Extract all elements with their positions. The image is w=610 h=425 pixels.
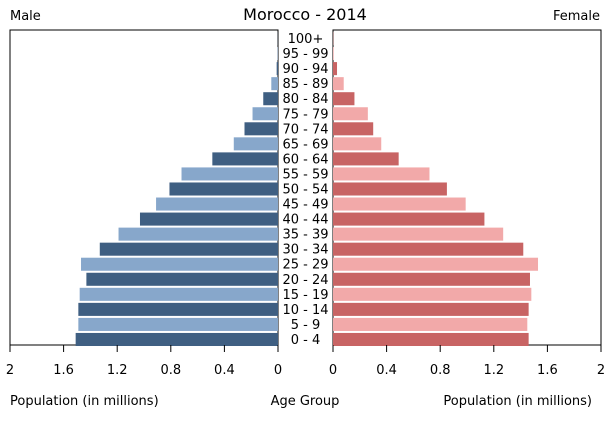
x-tick-label: 2 bbox=[6, 363, 14, 378]
male-label: Male bbox=[10, 9, 41, 24]
age-group-label: 25 - 29 bbox=[282, 258, 328, 273]
male-bar bbox=[139, 212, 278, 226]
age-group-label: 0 - 4 bbox=[291, 333, 321, 348]
male-bar bbox=[81, 257, 279, 271]
female-bar bbox=[333, 197, 466, 211]
female-bar bbox=[333, 77, 344, 91]
female-bar bbox=[333, 182, 447, 196]
ticks-layer: 2 1.6 1.2 0.8 0.4 0 0 0.4 0.8 1.2 1.6 2 bbox=[6, 345, 605, 378]
female-bar bbox=[333, 332, 529, 346]
female-bar bbox=[333, 92, 355, 106]
age-group-label: 45 - 49 bbox=[282, 198, 328, 213]
female-bar bbox=[333, 317, 528, 331]
female-bar bbox=[333, 107, 368, 121]
female-bar bbox=[333, 287, 532, 301]
age-group-label: 65 - 69 bbox=[282, 137, 328, 152]
age-group-label: 20 - 24 bbox=[282, 273, 328, 288]
male-bar bbox=[244, 122, 278, 136]
male-bar bbox=[118, 227, 278, 241]
female-bar bbox=[333, 257, 539, 271]
male-bar bbox=[181, 167, 278, 181]
female-bar bbox=[333, 62, 338, 76]
age-group-label: 5 - 9 bbox=[291, 318, 321, 333]
age-group-label: 95 - 99 bbox=[282, 47, 328, 62]
x-tick-label: 0.4 bbox=[214, 363, 235, 378]
x-tick-label: 1.2 bbox=[107, 363, 128, 378]
female-bar bbox=[333, 137, 382, 151]
age-group-label: 10 - 14 bbox=[282, 303, 328, 318]
bars-layer bbox=[75, 32, 539, 346]
male-bar bbox=[156, 197, 278, 211]
female-bar bbox=[333, 122, 374, 136]
male-bar bbox=[78, 317, 278, 331]
male-bar bbox=[99, 242, 278, 256]
x-axis-label-right: Population (in millions) bbox=[443, 394, 592, 409]
female-bar bbox=[333, 242, 524, 256]
age-group-label: 30 - 34 bbox=[282, 243, 328, 258]
x-axis-label-center: Age Group bbox=[271, 394, 340, 409]
male-bar bbox=[252, 107, 278, 121]
male-bar bbox=[86, 272, 278, 286]
x-tick-label: 0.4 bbox=[376, 363, 397, 378]
female-bar bbox=[333, 302, 529, 316]
female-bar bbox=[333, 272, 530, 286]
x-tick-label: 0 bbox=[274, 363, 282, 378]
female-bar bbox=[333, 227, 504, 241]
male-bar bbox=[75, 332, 278, 346]
age-group-label: 90 - 94 bbox=[282, 62, 328, 77]
chart-title: Morocco - 2014 bbox=[243, 5, 367, 24]
male-bar bbox=[271, 77, 278, 91]
age-group-label: 50 - 54 bbox=[282, 183, 328, 198]
female-bar bbox=[333, 47, 334, 61]
female-bar bbox=[333, 167, 430, 181]
female-label: Female bbox=[553, 9, 600, 24]
male-bar bbox=[233, 137, 278, 151]
male-bar bbox=[78, 302, 278, 316]
age-group-label: 70 - 74 bbox=[282, 122, 328, 137]
age-group-label: 55 - 59 bbox=[282, 167, 328, 182]
age-group-label: 100+ bbox=[288, 32, 324, 47]
x-tick-label: 0 bbox=[329, 363, 337, 378]
age-group-label: 75 - 79 bbox=[282, 107, 328, 122]
x-axis-label-left: Population (in millions) bbox=[10, 394, 159, 409]
male-bar bbox=[79, 287, 279, 301]
female-bar bbox=[333, 212, 485, 226]
age-group-label: 35 - 39 bbox=[282, 228, 328, 243]
x-tick-label: 1.6 bbox=[537, 363, 558, 378]
age-group-label: 40 - 44 bbox=[282, 213, 328, 228]
male-bar bbox=[212, 152, 278, 166]
age-group-label: 15 - 19 bbox=[282, 288, 328, 303]
age-group-label: 80 - 84 bbox=[282, 92, 328, 107]
x-tick-label: 1.6 bbox=[53, 363, 74, 378]
age-group-label: 60 - 64 bbox=[282, 152, 328, 167]
male-bar bbox=[169, 182, 278, 196]
x-tick-label: 0.8 bbox=[160, 363, 181, 378]
male-bar bbox=[263, 92, 278, 106]
female-bar bbox=[333, 152, 399, 166]
male-bar bbox=[276, 62, 278, 76]
x-tick-label: 0.8 bbox=[430, 363, 451, 378]
age-group-label: 85 - 89 bbox=[282, 77, 328, 92]
x-tick-label: 1.2 bbox=[483, 363, 504, 378]
x-tick-label: 2 bbox=[597, 363, 605, 378]
